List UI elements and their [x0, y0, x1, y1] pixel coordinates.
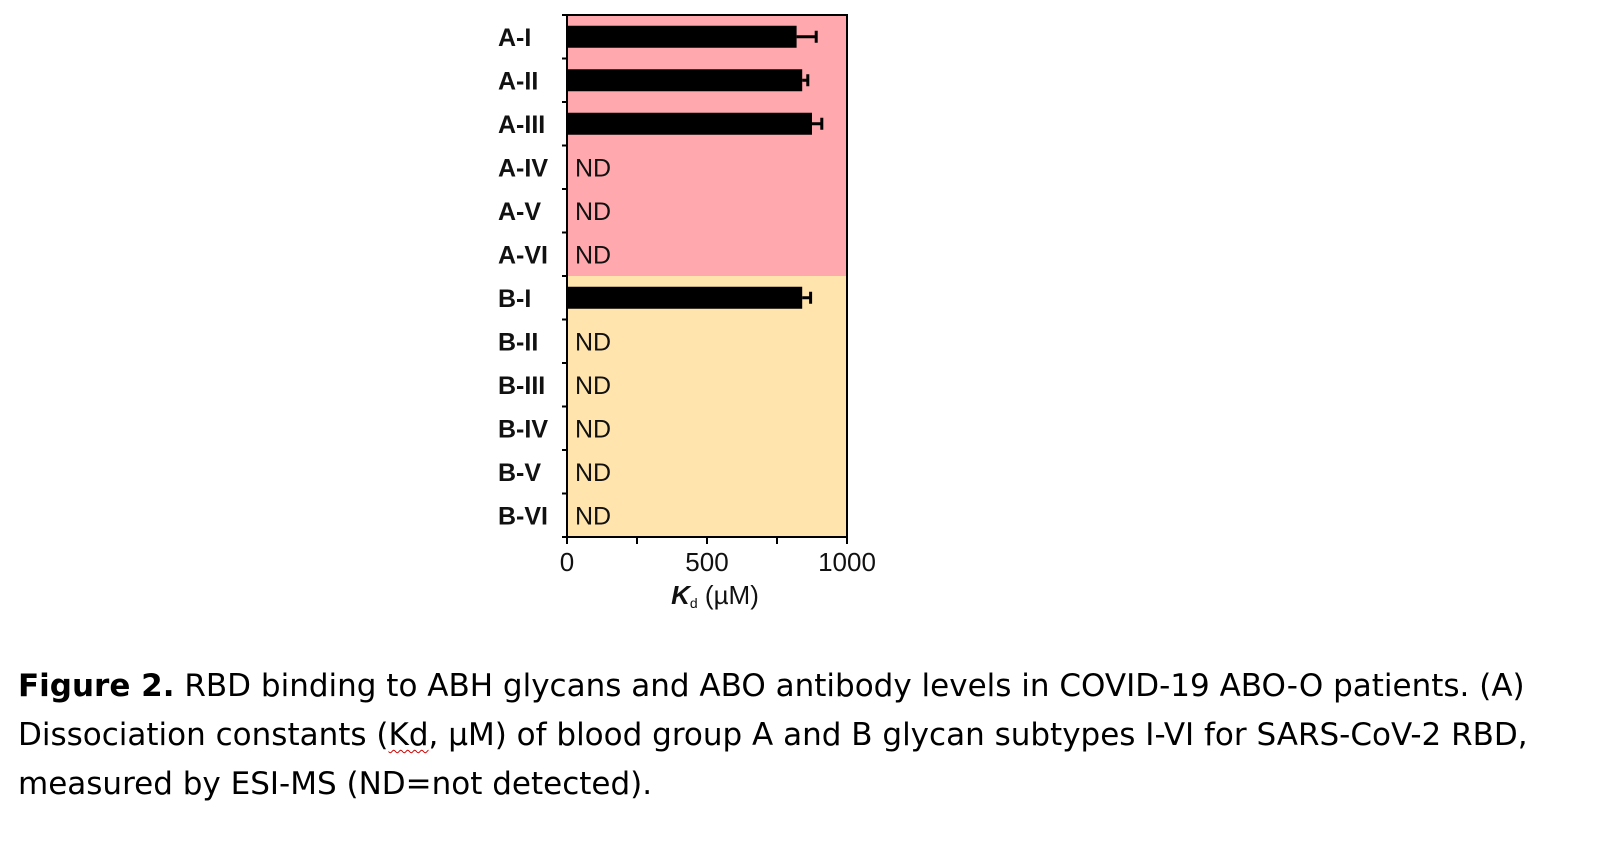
category-label-b-v: B-V [498, 459, 541, 487]
category-label-a-iii: A-III [498, 111, 545, 139]
x-axis-title-unit: (µM) [698, 580, 759, 610]
bar-a-i [567, 25, 797, 48]
category-label-b-i: B-I [498, 285, 531, 313]
category-label-a-i: A-I [498, 24, 531, 52]
kd-bar-chart: ND ND ND ND ND ND ND ND A-I A-II A-III A-IV A-V A-VI… [498, 14, 876, 611]
category-labels: A-I A-II A-III A-IV A-V A-VI B-I B-II B-III B-IV B… [498, 24, 548, 531]
group-bands [567, 15, 847, 537]
group-band-2 [567, 276, 847, 537]
category-label-a-iv: A-IV [498, 154, 548, 182]
category-label-b-ii: B-II [498, 328, 538, 356]
x-tick-label-500: 500 [685, 547, 728, 577]
bar-a-ii [567, 69, 803, 92]
category-label-b-vi: B-VI [498, 502, 548, 530]
group-band-1 [567, 15, 847, 276]
x-axis-title-subscript: d [690, 595, 698, 611]
x-axis-title: Kd (µM) [671, 580, 759, 611]
bar-a-iii [567, 112, 812, 135]
category-label-a-v: A-V [498, 198, 541, 226]
x-axis-title-symbol: K [671, 580, 692, 610]
nd-label-a-vi: ND [575, 241, 611, 269]
category-label-b-iii: B-III [498, 372, 545, 400]
caption-label: Figure 2. [18, 668, 175, 704]
caption-text-after: , µM) of blood group A and B glycan subt… [18, 717, 1528, 802]
nd-label-b-v: ND [575, 459, 611, 487]
nd-label-b-iv: ND [575, 415, 611, 443]
nd-label-b-ii: ND [575, 328, 611, 356]
category-label-b-iv: B-IV [498, 415, 548, 443]
nd-label-a-iv: ND [575, 154, 611, 182]
x-tick-label-1000: 1000 [818, 547, 876, 577]
bar-b-i [567, 286, 803, 309]
axes [562, 14, 848, 544]
x-tick-label-0: 0 [560, 547, 574, 577]
bars: ND ND ND ND ND ND ND ND [567, 25, 824, 530]
caption-text-before: RBD binding to ABH glycans and ABO antib… [18, 668, 1525, 753]
x-tick-labels: 0 500 1000 [560, 547, 876, 577]
caption-flagged-word: Kd [388, 717, 429, 753]
nd-label-a-v: ND [575, 198, 611, 226]
figure-caption: Figure 2. RBD binding to ABH glycans and… [18, 662, 1608, 809]
nd-label-b-iii: ND [575, 372, 611, 400]
nd-label-b-vi: ND [575, 502, 611, 530]
category-label-a-vi: A-VI [498, 241, 548, 269]
category-label-a-ii: A-II [498, 67, 538, 95]
